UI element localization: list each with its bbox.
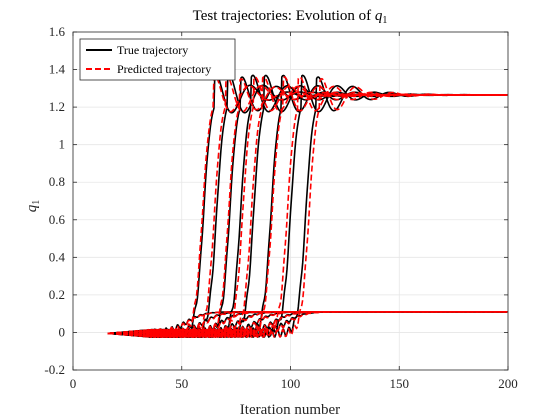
y-tick-label: 0.4 xyxy=(49,249,66,264)
chart-title-prefix: Test trajectories: Evolution of xyxy=(193,8,375,24)
y-tick-label: 0.6 xyxy=(49,212,66,227)
legend: True trajectory Predicted trajectory xyxy=(79,38,236,81)
x-tick-label: 0 xyxy=(70,376,77,391)
legend-box xyxy=(79,38,236,81)
y-tick-label: 0 xyxy=(59,324,66,339)
y-tick-label: 1.4 xyxy=(49,62,66,77)
series-group xyxy=(107,72,508,338)
y-axis-label-var: q xyxy=(24,204,40,212)
y-tick-label: 1 xyxy=(59,137,66,152)
predicted-trajectory-high xyxy=(107,76,508,338)
y-tick-label: 0.8 xyxy=(49,174,65,189)
x-tick-label: 100 xyxy=(281,376,301,391)
x-tick-label: 50 xyxy=(175,376,188,391)
legend-true-label: True trajectory xyxy=(117,43,188,57)
axis-ticks: 0 50 100 150 200 -0.2 0 0.2 0.4 0.6 0.8 1 1.2 1.4 1.6 xyxy=(44,24,517,391)
chart-title: Test trajectories: Evolution of q1 xyxy=(193,8,388,26)
y-tick-label: 0.2 xyxy=(49,287,65,302)
y-axis-label: q1 xyxy=(24,200,42,213)
x-axis-label: Iteration number xyxy=(240,402,340,418)
y-axis-label-sub: 1 xyxy=(31,200,42,205)
y-tick-label: -0.2 xyxy=(44,362,65,377)
x-tick-label: 200 xyxy=(498,376,518,391)
y-tick-label: 1.2 xyxy=(49,99,65,114)
chart-title-sub: 1 xyxy=(382,15,387,26)
chart-title-var: q xyxy=(375,8,383,24)
legend-predicted-label: Predicted trajectory xyxy=(117,62,211,76)
y-tick-label: 1.6 xyxy=(49,24,66,39)
x-tick-label: 150 xyxy=(390,376,410,391)
predicted-trajectory-high xyxy=(107,77,508,338)
